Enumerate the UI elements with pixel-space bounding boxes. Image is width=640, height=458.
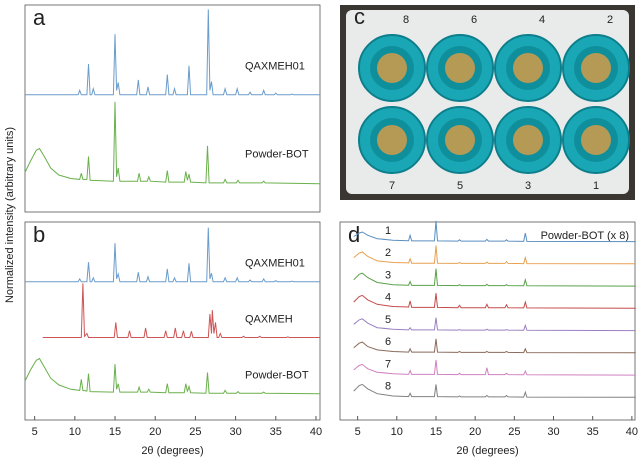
tube-powder bbox=[377, 125, 407, 155]
series-label: QAXMEH bbox=[245, 314, 293, 326]
series-label: 3 bbox=[385, 269, 391, 281]
y-axis-label: Normalized intensity (arbitrary units) bbox=[4, 127, 16, 303]
series-label: 4 bbox=[385, 292, 391, 304]
x-tick-label: 10 bbox=[391, 426, 403, 438]
pattern-line bbox=[25, 9, 320, 96]
x-tick-label: 20 bbox=[149, 426, 161, 438]
pattern-line bbox=[24, 357, 321, 395]
series-label: Powder-BOT bbox=[245, 369, 309, 381]
x-tick-label: 5 bbox=[32, 426, 38, 438]
tube-powder bbox=[581, 125, 611, 155]
pattern-line bbox=[353, 317, 636, 332]
tube-label: 2 bbox=[607, 14, 613, 26]
pattern-line bbox=[25, 227, 320, 283]
x-tick-label: 5 bbox=[355, 426, 361, 438]
annotation: Powder-BOT (x 8) bbox=[541, 230, 629, 242]
x-axis-label: 2θ (degrees) bbox=[141, 445, 203, 457]
pattern-line bbox=[24, 101, 321, 185]
x-tick-label: 20 bbox=[469, 426, 481, 438]
tube-label: 8 bbox=[403, 14, 409, 26]
x-tick-label: 35 bbox=[587, 426, 599, 438]
pattern-line bbox=[353, 359, 636, 376]
x-tick-label: 40 bbox=[310, 426, 322, 438]
series-label: 2 bbox=[385, 247, 391, 259]
panel-label: b bbox=[33, 222, 45, 247]
x-tick-label: 30 bbox=[229, 426, 241, 438]
series-label: 7 bbox=[385, 358, 391, 370]
x-tick-label: 10 bbox=[69, 426, 81, 438]
series-label: Powder-BOT bbox=[245, 149, 309, 161]
pattern-line bbox=[353, 383, 636, 398]
x-tick-label: 35 bbox=[270, 426, 282, 438]
plot-frame bbox=[24, 4, 321, 213]
tube-label: 3 bbox=[525, 180, 531, 192]
tube-label: 7 bbox=[389, 180, 395, 192]
tube-powder bbox=[513, 125, 543, 155]
panel-label: a bbox=[33, 5, 46, 30]
pattern-line bbox=[353, 293, 636, 309]
tube-label: 1 bbox=[593, 180, 599, 192]
tube-powder bbox=[445, 53, 475, 83]
x-tick-label: 30 bbox=[547, 426, 559, 438]
series-label: QAXMEH01 bbox=[245, 61, 305, 73]
series-label: 8 bbox=[385, 381, 391, 393]
tube-powder bbox=[445, 125, 475, 155]
panel-label: d bbox=[348, 222, 360, 247]
series-label: QAXMEH01 bbox=[245, 258, 305, 270]
x-tick-label: 40 bbox=[626, 426, 638, 438]
pattern-line bbox=[353, 268, 636, 287]
pattern-line bbox=[42, 283, 320, 338]
x-tick-label: 25 bbox=[189, 426, 201, 438]
x-axis-label: 2θ (degrees) bbox=[456, 445, 518, 457]
pattern-line bbox=[353, 220, 636, 243]
plot-frame bbox=[339, 221, 636, 421]
panel-label: c bbox=[354, 4, 365, 29]
pattern-line bbox=[353, 245, 636, 265]
tube-powder bbox=[377, 53, 407, 83]
plot-frame bbox=[24, 221, 321, 421]
tubes: 8 6 4 2 7 5 3 1 bbox=[358, 14, 630, 192]
series-label: 1 bbox=[385, 225, 391, 237]
tube-powder bbox=[513, 53, 543, 83]
tube-label: 6 bbox=[471, 14, 477, 26]
photo-panel: 8 6 4 2 7 5 3 1 c bbox=[340, 4, 635, 200]
tube-label: 4 bbox=[539, 14, 545, 26]
x-tick-label: 25 bbox=[508, 426, 520, 438]
pattern-line bbox=[353, 338, 636, 354]
tube-label: 5 bbox=[457, 180, 463, 192]
x-tick-label: 15 bbox=[109, 426, 121, 438]
tube-powder bbox=[581, 53, 611, 83]
series-label: 5 bbox=[385, 314, 391, 326]
series-label: 6 bbox=[385, 336, 391, 348]
x-tick-label: 15 bbox=[430, 426, 442, 438]
